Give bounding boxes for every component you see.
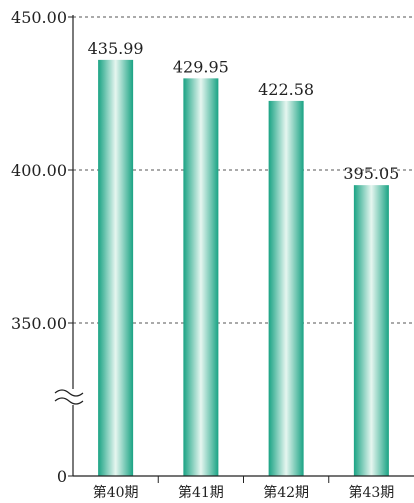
value-label: 395.05: [343, 164, 399, 183]
category-label: 第42期: [263, 484, 309, 501]
labels: 450.00 400.00 350.00 0 435.99 第40期 429.95 第41期 4…: [11, 8, 399, 501]
axis-break-mark: [54, 389, 84, 397]
category-label: 第43期: [348, 484, 394, 501]
y-tick-label: 450.00: [11, 8, 67, 27]
y-tick-label: 400.00: [11, 161, 67, 180]
bar-第40期: [98, 59, 134, 476]
y-tick-label: 350.00: [11, 314, 67, 333]
value-label: 429.95: [173, 57, 229, 76]
category-label: 第40期: [93, 484, 139, 501]
axis-break-mask: [55, 389, 85, 405]
y-tick-label: 0: [57, 467, 67, 486]
bars: [98, 59, 389, 476]
bar-第41期: [183, 78, 219, 476]
bar-第42期: [268, 100, 304, 476]
value-label: 422.58: [258, 80, 314, 99]
value-label: 435.99: [88, 39, 144, 58]
bar-第43期: [353, 185, 389, 476]
axes: [54, 15, 414, 483]
axis-break-mark: [54, 397, 84, 405]
category-label: 第41期: [178, 484, 224, 501]
